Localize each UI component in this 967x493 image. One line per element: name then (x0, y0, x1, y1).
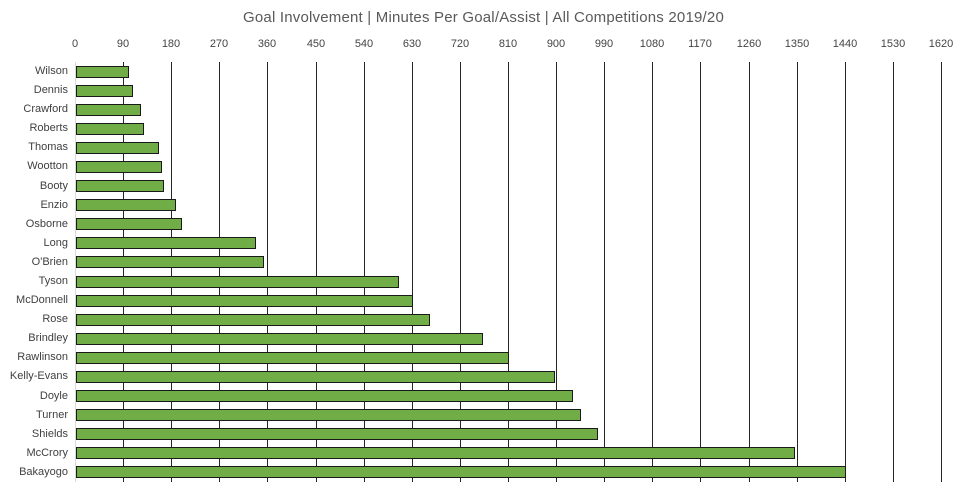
bar (76, 123, 144, 135)
category-label: O'Brien (31, 255, 68, 268)
bar (76, 352, 509, 364)
x-axis-tick-label: 0 (71, 38, 79, 50)
x-axis-tick-label: 180 (161, 38, 181, 50)
category-label: Osborne (25, 217, 68, 230)
bar (76, 85, 133, 97)
y-axis-line (75, 62, 76, 482)
gridline (171, 62, 172, 482)
gridline (893, 62, 894, 482)
x-axis-tick-label: 630 (402, 38, 422, 50)
category-label: McCrory (26, 446, 68, 459)
x-axis-tick-label: 540 (354, 38, 374, 50)
x-axis-tick-label: 990 (594, 38, 614, 50)
category-label: Wilson (34, 65, 68, 77)
gridline (749, 62, 750, 482)
category-label: Shields (31, 427, 68, 440)
category-label: Rawlinson (17, 351, 68, 364)
bar (76, 104, 141, 116)
gridline (941, 62, 942, 482)
gridline (412, 62, 413, 482)
category-label: Doyle (39, 389, 68, 402)
category-label: Crawford (23, 103, 68, 116)
x-axis-tick-label: 1530 (880, 38, 906, 50)
bar (76, 295, 413, 307)
bar (76, 180, 164, 192)
bar (76, 466, 846, 478)
gridline (508, 62, 509, 482)
bar (76, 276, 399, 288)
category-label: Dennis (33, 84, 68, 97)
gridline (123, 62, 124, 482)
bar (76, 256, 264, 268)
category-label: Enzio (40, 198, 68, 211)
gridline (652, 62, 653, 482)
bar (76, 371, 555, 383)
x-axis-tick-label: 1080 (639, 38, 665, 50)
chart-title: Goal Involvement | Minutes Per Goal/Assi… (243, 9, 724, 26)
bar (76, 218, 182, 230)
category-label: Wootton (27, 160, 68, 173)
x-axis-tick-label: 450 (306, 38, 326, 50)
x-axis-tick-label: 810 (498, 38, 518, 50)
category-label: Kelly-Evans (9, 370, 68, 383)
category-label: Rose (42, 313, 68, 326)
gridline (219, 62, 220, 482)
bar (76, 333, 483, 345)
category-label: Brindley (28, 332, 68, 345)
bar (76, 142, 159, 154)
gridline (797, 62, 798, 482)
x-axis-tick-label: 1350 (784, 38, 810, 50)
bar (76, 66, 129, 78)
bar (76, 409, 581, 421)
bar (76, 447, 795, 459)
category-label: Long (43, 236, 68, 249)
bar (76, 161, 162, 173)
gridline (364, 62, 365, 482)
x-axis-tick-label: 1260 (736, 38, 762, 50)
bar (76, 199, 176, 211)
gridline (700, 62, 701, 482)
x-axis-tick-label: 360 (257, 38, 277, 50)
x-axis-tick-label: 720 (450, 38, 470, 50)
x-axis-tick-label: 1170 (688, 38, 712, 50)
gridline (604, 62, 605, 482)
x-axis-tick-label: 1440 (832, 38, 858, 50)
category-label: Thomas (28, 141, 68, 154)
x-axis-tick-label: 1620 (928, 38, 954, 50)
category-label: Bakayogo (19, 465, 68, 478)
category-label: Roberts (29, 122, 68, 135)
gridline (267, 62, 268, 482)
category-label: Tyson (38, 275, 68, 287)
gridline (556, 62, 557, 482)
category-label: Turner (36, 408, 68, 421)
bar (76, 428, 598, 440)
gridline (845, 62, 846, 482)
category-label: McDonnell (16, 294, 68, 307)
x-axis-tick-label: 270 (209, 38, 229, 50)
x-axis-tick-label: 90 (116, 38, 130, 50)
bar (76, 237, 256, 249)
x-axis-tick-label: 900 (546, 38, 566, 50)
category-label: Booty (39, 179, 68, 192)
gridline (460, 62, 461, 482)
bar (76, 314, 430, 326)
gridline (316, 62, 317, 482)
bar (76, 390, 573, 402)
